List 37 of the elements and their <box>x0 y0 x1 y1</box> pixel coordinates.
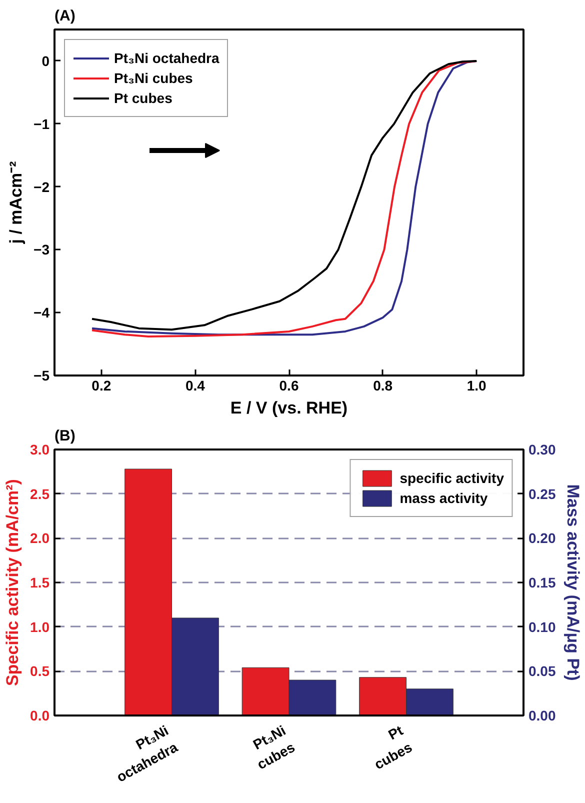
legend-label: Pt₃Ni cubes <box>114 70 193 86</box>
y-tick-label: −2 <box>34 178 50 195</box>
x-tick-label: 0.8 <box>373 378 393 394</box>
chart-title: (A) <box>54 8 76 24</box>
y-axis-title: Specific activity (mA/cm²) <box>3 479 22 686</box>
x-tick-label: Pt cubes <box>372 722 415 772</box>
x-axis-title: E / V (vs. RHE) <box>230 398 348 418</box>
y2-tick-label: 0.10 <box>528 618 556 635</box>
y-tick-label: 1.0 <box>30 618 50 635</box>
x-tick-label: 1.0 <box>466 378 487 394</box>
y-tick-label: 0.0 <box>30 708 50 724</box>
chart-title: (B) <box>54 428 76 444</box>
y-tick-label: 2.5 <box>30 486 50 502</box>
y-tick-label: −4 <box>34 304 50 321</box>
y-tick-label: −1 <box>34 116 50 132</box>
y2-tick-label: 0.15 <box>528 574 556 590</box>
y-tick-label: 0.5 <box>30 663 50 680</box>
y-tick-label: −5 <box>34 368 50 384</box>
legend-label: mass activity <box>400 490 488 506</box>
y2-tick-label: 0.00 <box>528 708 556 724</box>
y2-axis-title: Mass activity (mA/μg Pt) <box>564 484 583 681</box>
y2-tick-label: 0.20 <box>528 530 556 546</box>
y-tick-label: 1.5 <box>30 574 50 590</box>
y-tick-label: −3 <box>34 242 50 258</box>
legend-label: Pt cubes <box>114 90 172 106</box>
y-tick-label: 0 <box>42 52 50 69</box>
x-tick-label: 0.6 <box>279 378 299 394</box>
legend-label: specific activity <box>400 470 504 486</box>
y2-tick-label: 0.30 <box>528 442 556 458</box>
y2-tick-label: 0.25 <box>528 486 556 502</box>
y-tick-label: 2.0 <box>30 530 50 546</box>
legend-label: Pt₃Ni octahedra <box>114 50 220 66</box>
x-tick-label: 0.4 <box>185 378 206 394</box>
x-tick-label: 0.2 <box>92 378 112 394</box>
y2-tick-label: 0.05 <box>528 663 556 680</box>
y-tick-label: 3.0 <box>30 442 50 458</box>
y-axis-title: j / mAcm⁻² <box>6 160 26 245</box>
